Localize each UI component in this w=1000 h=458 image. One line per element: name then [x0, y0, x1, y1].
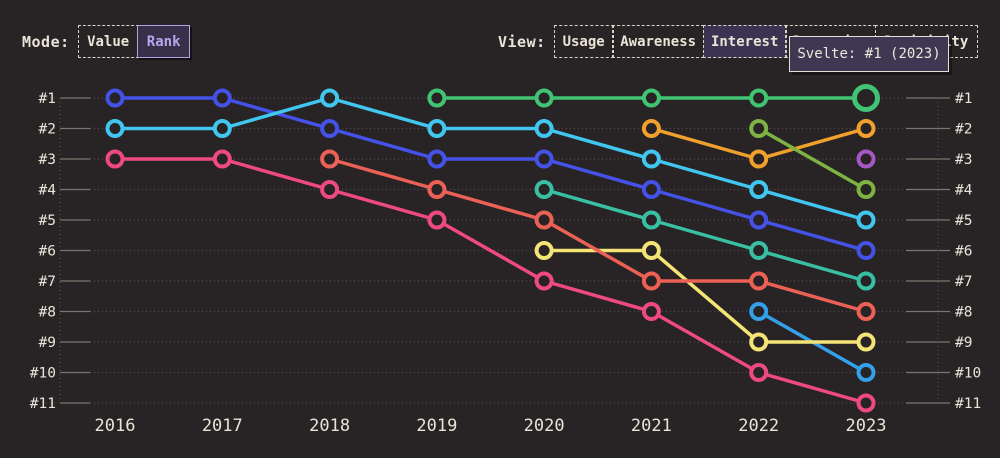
data-point-purple-2023[interactable] — [856, 149, 876, 169]
year-label-2019: 2019 — [416, 416, 457, 436]
rank-label-left-#2: #2 — [39, 122, 56, 138]
data-point-cyan-2023[interactable] — [856, 210, 876, 230]
data-point-teal-2023[interactable] — [856, 271, 876, 291]
rank-label-right-#11: #11 — [955, 396, 981, 412]
data-point-cyan-2021[interactable] — [641, 149, 661, 169]
data-point-salmon-2023[interactable] — [856, 302, 876, 321]
data-point-blue-2022[interactable] — [749, 210, 769, 230]
rank-label-right-#9: #9 — [955, 335, 972, 351]
year-label-2017: 2017 — [202, 416, 243, 436]
series-line-blue — [113, 96, 868, 253]
data-point-cyan-2019[interactable] — [427, 119, 447, 138]
rank-label-left-#3: #3 — [39, 152, 56, 168]
view-button-interest[interactable]: Interest — [702, 25, 787, 58]
year-label-2020: 2020 — [524, 416, 565, 436]
rank-label-right-#5: #5 — [955, 213, 972, 229]
rank-label-left-#8: #8 — [39, 305, 56, 321]
year-label-2023: 2023 — [846, 416, 887, 436]
data-point-salmon-2022[interactable] — [749, 271, 769, 291]
data-point-cyan-2017[interactable] — [212, 119, 232, 138]
data-point-pink-2017[interactable] — [212, 149, 232, 169]
year-label-2021: 2021 — [631, 416, 672, 436]
data-point-salmon-2018[interactable] — [320, 149, 340, 169]
mode-control-group: Mode: Value Rank — [22, 25, 191, 58]
view-button-awareness[interactable]: Awareness — [612, 25, 705, 58]
rank-label-left-#11: #11 — [30, 396, 56, 412]
series-line-pink — [113, 157, 868, 405]
data-point-teal-2020[interactable] — [534, 180, 554, 199]
year-label-2022: 2022 — [738, 416, 779, 436]
data-point-blue-2017[interactable] — [212, 88, 232, 108]
data-point-orange-2022[interactable] — [749, 149, 769, 169]
data-point-pink-2016[interactable] — [105, 149, 125, 169]
rank-label-right-#3: #3 — [955, 152, 972, 168]
data-point-pink-2020[interactable] — [534, 271, 554, 291]
data-point-salmon-2020[interactable] — [534, 210, 554, 230]
data-point-green-2019[interactable] — [427, 88, 447, 108]
data-point-teal-2021[interactable] — [641, 210, 661, 230]
data-point-yellow-2022[interactable] — [749, 332, 769, 352]
rank-label-left-#9: #9 — [39, 335, 56, 351]
rank-label-left-#4: #4 — [39, 183, 57, 199]
data-point-blue-2016[interactable] — [105, 88, 125, 108]
data-point-yellow-2023[interactable] — [856, 332, 876, 352]
rank-label-left-#6: #6 — [39, 244, 56, 260]
data-point-blue-2020[interactable] — [534, 149, 554, 169]
view-button-usage[interactable]: Usage — [553, 25, 614, 58]
data-point-pink-2018[interactable] — [320, 180, 340, 199]
mode-label: Mode: — [22, 32, 70, 51]
data-point-cyan-2020[interactable] — [534, 119, 554, 138]
data-point-teal-2022[interactable] — [749, 241, 769, 260]
data-point-cyan-2022[interactable] — [749, 180, 769, 199]
data-point-sky-2022[interactable] — [749, 302, 769, 321]
mode-button-rank[interactable]: Rank — [137, 25, 191, 58]
data-point-cyan-2016[interactable] — [105, 119, 125, 138]
chart-tooltip: Svelte: #1 (2023) — [789, 36, 949, 72]
series-line-teal — [542, 187, 868, 283]
data-point-blue-2021[interactable] — [641, 180, 661, 199]
data-point-olive-2022[interactable] — [749, 119, 769, 138]
rank-label-right-#2: #2 — [955, 122, 972, 138]
year-label-2018: 2018 — [309, 416, 350, 436]
data-point-blue-2018[interactable] — [320, 119, 340, 138]
data-point-salmon-2021[interactable] — [641, 271, 661, 291]
rank-label-left-#7: #7 — [39, 274, 56, 290]
rank-label-left-#1: #1 — [39, 91, 56, 107]
data-point-cyan-2018[interactable] — [320, 88, 340, 108]
data-point-pink-2021[interactable] — [641, 302, 661, 321]
data-point-green-2021[interactable] — [641, 88, 661, 108]
mode-button-value[interactable]: Value — [77, 25, 139, 58]
tooltip-text: Svelte: #1 (2023) — [797, 46, 941, 62]
data-point-green-2023-highlighted[interactable] — [852, 84, 880, 112]
data-point-green-2020[interactable] — [534, 88, 554, 108]
view-label: View: — [498, 32, 546, 51]
data-point-orange-2023[interactable] — [856, 119, 876, 138]
data-point-yellow-2020[interactable] — [534, 241, 554, 260]
rank-label-right-#7: #7 — [955, 274, 972, 290]
data-point-salmon-2019[interactable] — [427, 180, 447, 199]
rank-label-left-#5: #5 — [39, 213, 56, 229]
data-point-pink-2022[interactable] — [749, 363, 769, 382]
series-line-cyan — [113, 96, 868, 222]
year-label-2016: 2016 — [95, 416, 136, 436]
data-point-pink-2023[interactable] — [856, 393, 876, 413]
rank-label-right-#10: #10 — [955, 366, 981, 382]
rank-label-right-#4: #4 — [955, 183, 973, 199]
data-point-yellow-2021[interactable] — [641, 241, 661, 260]
data-point-olive-2023[interactable] — [856, 180, 876, 199]
series-line-salmon — [327, 157, 868, 314]
data-point-pink-2019[interactable] — [427, 210, 447, 230]
rank-label-right-#6: #6 — [955, 244, 972, 260]
data-point-green-2022[interactable] — [749, 88, 769, 108]
data-point-blue-2019[interactable] — [427, 149, 447, 169]
rank-label-right-#1: #1 — [955, 91, 972, 107]
rank-label-right-#8: #8 — [955, 305, 972, 321]
data-point-orange-2021[interactable] — [641, 119, 661, 138]
series-line-olive — [756, 126, 868, 192]
data-point-blue-2023[interactable] — [856, 241, 876, 260]
data-point-sky-2023[interactable] — [856, 363, 876, 382]
rank-label-left-#10: #10 — [30, 366, 56, 382]
